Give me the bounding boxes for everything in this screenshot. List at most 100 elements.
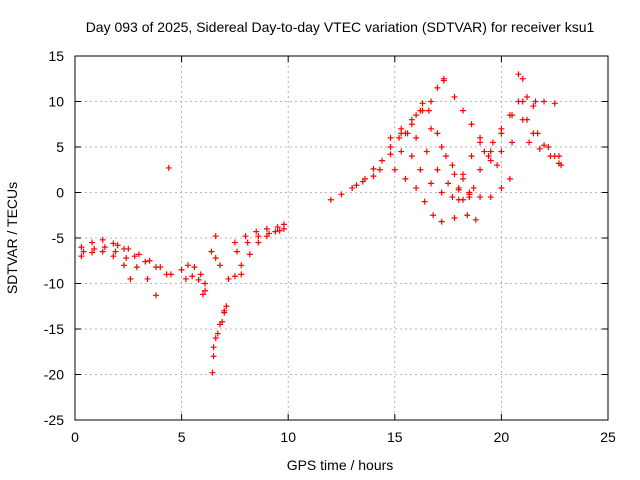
data-point [91, 245, 98, 252]
series-track-02 [78, 248, 134, 282]
y-tick-label: -20 [44, 367, 64, 383]
data-point [460, 107, 467, 114]
data-point [477, 194, 484, 201]
data-point [370, 173, 377, 180]
data-point [532, 98, 539, 105]
data-point [551, 100, 558, 107]
data-point [144, 275, 151, 282]
data-point [238, 262, 245, 269]
data-point [167, 271, 174, 278]
data-point [470, 184, 477, 191]
data-point [498, 184, 505, 191]
data-point [231, 239, 238, 246]
x-tick-label: 20 [494, 429, 510, 445]
data-point [121, 262, 128, 269]
data-point [455, 184, 462, 191]
data-point [209, 369, 216, 376]
data-point [515, 98, 522, 105]
series-track-22 [402, 100, 462, 191]
data-point [428, 98, 435, 105]
data-point [387, 134, 394, 141]
data-point [246, 251, 253, 258]
data-point [112, 248, 119, 255]
x-tick-label: 15 [387, 429, 403, 445]
data-point [234, 248, 241, 255]
data-point [408, 153, 415, 160]
series-track-19 [387, 144, 473, 203]
data-point [440, 77, 447, 84]
data-point [434, 84, 441, 91]
data-point [370, 165, 377, 172]
series-track-14 [234, 227, 283, 255]
data-point [498, 148, 505, 155]
data-point [413, 112, 420, 119]
data-point [555, 160, 562, 167]
data-point [526, 139, 533, 146]
data-point [110, 240, 117, 247]
data-point [398, 125, 405, 132]
series-track-15 [238, 225, 287, 269]
data-point [255, 233, 262, 240]
data-point [353, 182, 360, 189]
data-point [361, 175, 368, 182]
data-point [238, 271, 245, 278]
data-point [455, 196, 462, 203]
data-point [509, 139, 516, 146]
data-point [428, 180, 435, 187]
data-point [212, 335, 219, 342]
x-tick-label: 25 [600, 429, 616, 445]
data-point [472, 216, 479, 223]
data-point [530, 103, 537, 110]
data-point [387, 144, 394, 150]
data-point [425, 107, 432, 114]
data-point [391, 166, 398, 173]
x-tick-label: 5 [178, 429, 186, 445]
data-point [398, 148, 405, 155]
series-track-03 [80, 244, 160, 299]
data-point [434, 130, 441, 137]
data-point [263, 225, 270, 232]
data-point [253, 228, 260, 235]
data-point [212, 255, 219, 262]
data-point [78, 253, 85, 260]
data-point [263, 233, 270, 240]
data-point [541, 98, 548, 105]
data-point [89, 249, 96, 256]
data-point [541, 142, 548, 149]
data-point [127, 275, 134, 282]
data-point [255, 239, 262, 246]
data-point [165, 164, 172, 171]
series-track-10 [212, 233, 219, 240]
data-point [146, 257, 153, 264]
data-point [212, 233, 219, 240]
series-track-12 [225, 271, 245, 282]
data-point [189, 273, 196, 280]
data-point [515, 71, 522, 78]
series-track-24 [440, 77, 484, 141]
data-point [379, 157, 386, 164]
data-point [219, 318, 226, 325]
data-point [506, 175, 513, 182]
y-tick-label: 5 [56, 139, 64, 155]
series-track-06 [178, 262, 209, 298]
series-track-04 [114, 242, 174, 278]
series-track-31 [519, 98, 558, 123]
data-point [216, 262, 223, 269]
data-point [523, 116, 530, 123]
data-point [523, 93, 530, 100]
series-track-21 [391, 166, 479, 225]
data-point [78, 244, 85, 251]
data-point [195, 276, 202, 283]
data-point [202, 287, 209, 294]
y-tick-label: -25 [44, 412, 64, 428]
data-point [442, 153, 449, 160]
data-point [197, 271, 204, 278]
data-point [408, 116, 415, 123]
data-point [402, 130, 409, 137]
data-point [338, 191, 345, 198]
data-point [485, 153, 492, 160]
data-point [417, 107, 424, 114]
data-point [223, 303, 230, 310]
data-point [494, 162, 501, 169]
data-point [153, 292, 160, 299]
